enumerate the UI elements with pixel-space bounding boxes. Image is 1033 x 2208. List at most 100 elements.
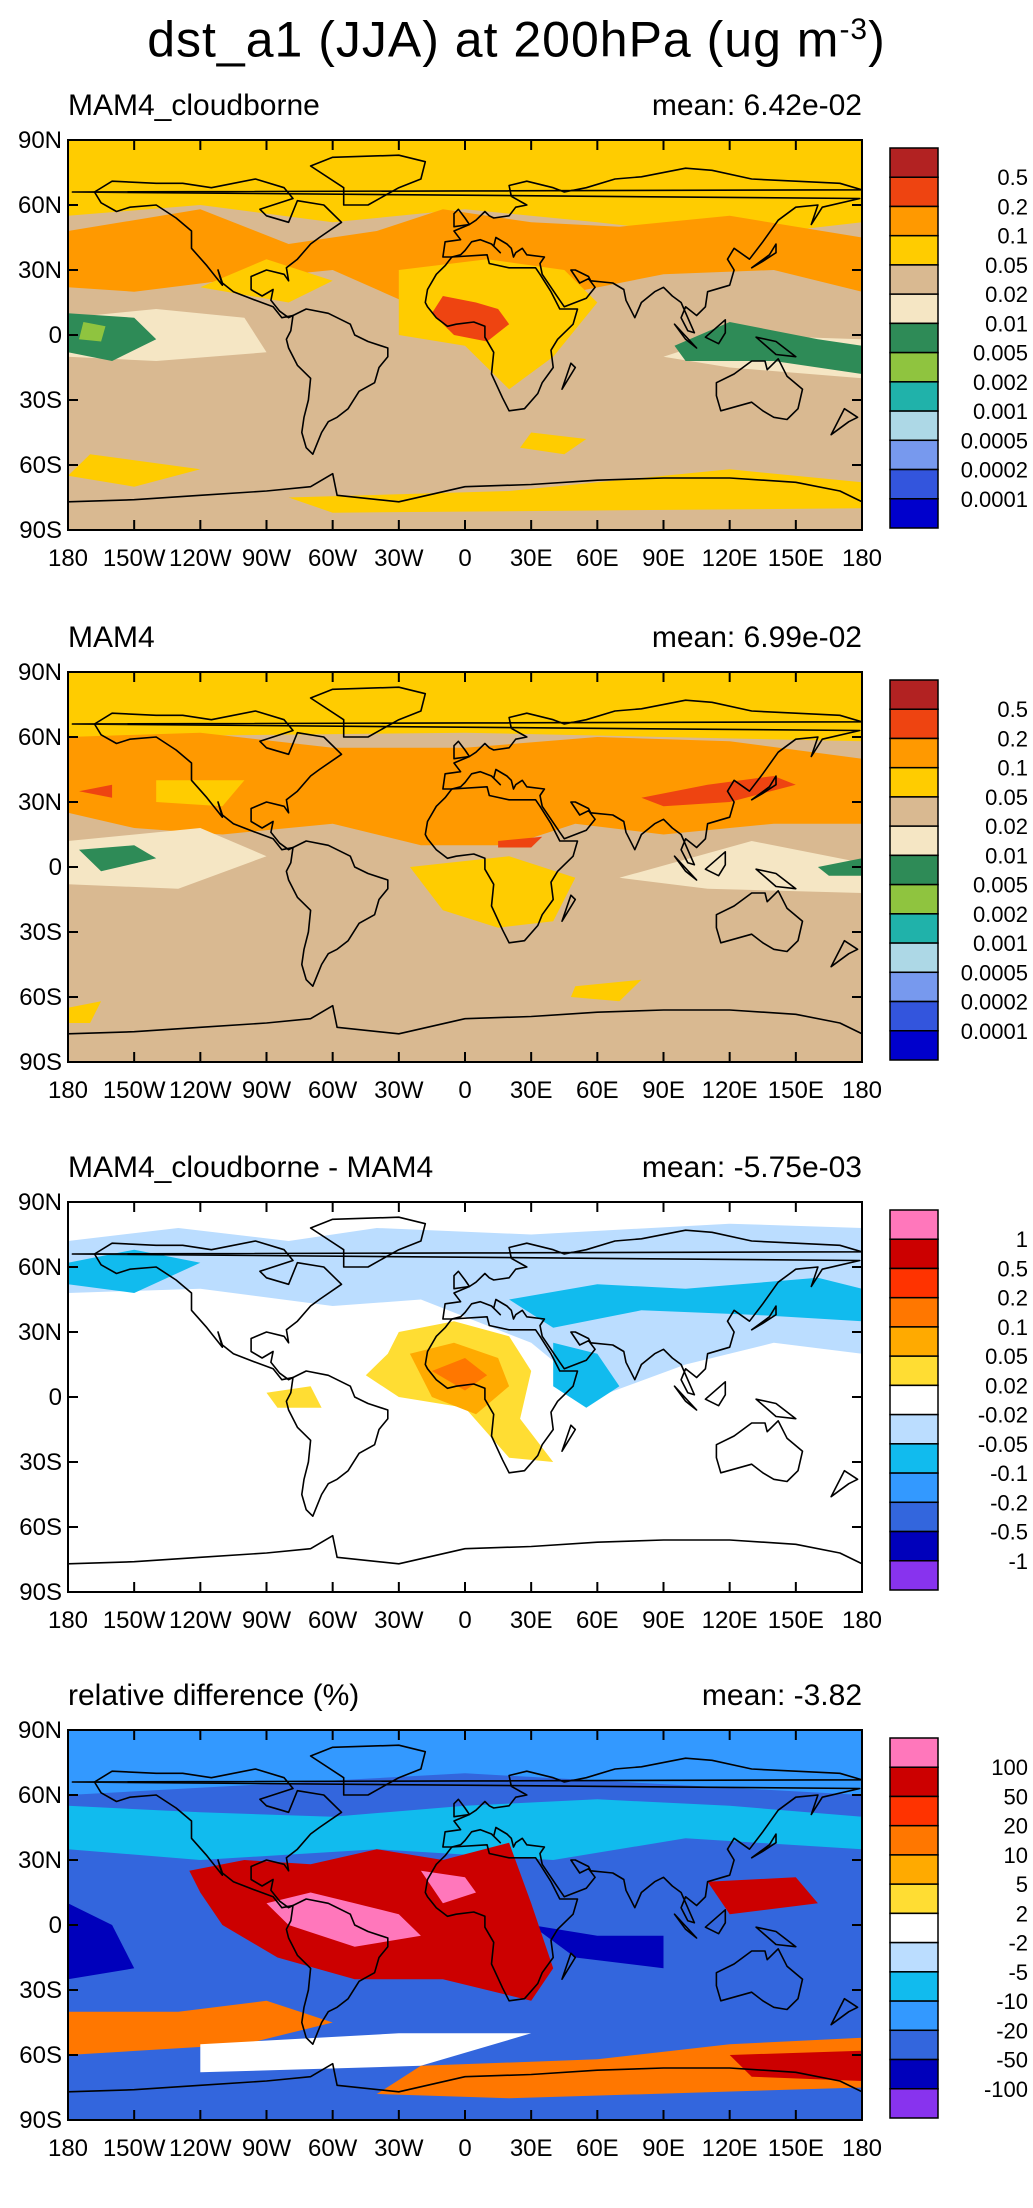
coastline — [750, 1305, 777, 1331]
colorbar-label: -0.1 — [990, 1461, 1028, 1486]
field-region — [79, 845, 157, 872]
coastline — [715, 358, 804, 421]
lon-label: 150W — [103, 1607, 166, 1634]
lon-label: 30E — [510, 1077, 553, 1104]
lon-label: 30W — [374, 1607, 424, 1634]
colorbar-swatch — [889, 883, 939, 915]
coastline — [309, 686, 427, 738]
panel-title: MAM4_cloudborne — [68, 89, 320, 122]
coastline — [704, 319, 727, 345]
lat-label: 90S — [19, 2107, 62, 2134]
coastline — [309, 1216, 427, 1268]
figure-title-exponent: -3 — [839, 13, 869, 46]
coastline — [68, 1534, 862, 1565]
coastline — [453, 740, 471, 760]
lat-label: 90N — [18, 659, 62, 686]
lon-label: 0 — [458, 545, 471, 572]
coastline — [673, 1913, 698, 1939]
colorbar-label: 0.005 — [973, 341, 1028, 366]
lon-label: 90E — [642, 545, 685, 572]
lat-label: 60S — [19, 2042, 62, 2069]
lon-label: 90W — [242, 2135, 292, 2162]
lon-label: 60W — [308, 1077, 358, 1104]
field-region — [156, 780, 245, 807]
coastline — [755, 1398, 797, 1420]
colorbar-label: 0.5 — [997, 1256, 1028, 1281]
panel-mean: mean: -5.75e-03 — [641, 1151, 862, 1184]
coastline — [755, 336, 797, 358]
coastline — [755, 1926, 797, 1948]
lon-label: 180 — [842, 1607, 882, 1634]
field-region — [619, 841, 862, 893]
field-region — [553, 1342, 620, 1408]
lon-label: 90E — [642, 1077, 685, 1104]
lon-label: 30E — [510, 1607, 553, 1634]
colorbar-swatch — [889, 1209, 939, 1240]
coastline — [309, 1744, 427, 1796]
lon-label: 60E — [576, 2135, 619, 2162]
field-region — [79, 322, 106, 342]
coastline — [285, 1370, 389, 1517]
coastline — [673, 323, 698, 349]
colorbar-label: 0.5 — [997, 165, 1028, 190]
colorbar-label: 0.5 — [997, 697, 1028, 722]
colorbar-label: 0.02 — [985, 814, 1028, 839]
colorbar-swatch — [889, 147, 939, 178]
colorbar-label: -50 — [996, 2048, 1028, 2073]
coastline — [93, 178, 343, 319]
colorbar-swatch — [889, 351, 939, 383]
colorbar-swatch — [889, 1766, 939, 1798]
colorbar-swatch — [889, 1443, 939, 1474]
colorbar-swatch — [889, 2058, 939, 2090]
colorbar-label: 0.005 — [973, 873, 1028, 898]
colorbar-swatch — [889, 1326, 939, 1357]
coastline — [285, 1898, 389, 2045]
colorbar-swatch — [889, 293, 939, 325]
coastline — [71, 167, 862, 334]
colorbar-swatch — [889, 708, 939, 740]
coastline — [561, 1424, 577, 1452]
figure-title-close: ) — [868, 11, 886, 68]
field-region — [68, 828, 267, 889]
colorbar-label: 0.001 — [973, 931, 1028, 956]
field-region — [431, 1358, 488, 1391]
panel-mean: mean: 6.99e-02 — [651, 621, 862, 654]
colorbar-swatch — [889, 737, 939, 769]
lon-label: 90W — [242, 545, 292, 572]
lon-label: 150E — [768, 2135, 824, 2162]
lat-label: 60S — [19, 452, 62, 479]
coastline — [453, 1798, 471, 1818]
coastline — [673, 855, 698, 881]
colorbar-label: 1 — [1016, 1227, 1028, 1252]
coastline — [704, 1909, 727, 1935]
panel-title: MAM4 — [68, 621, 155, 654]
lat-label: 90S — [19, 1579, 62, 1606]
lon-label: 180 — [48, 545, 88, 572]
lat-label: 30N — [18, 789, 62, 816]
colorbar-swatch — [889, 1795, 939, 1827]
lat-label: 0 — [49, 1912, 62, 1939]
coastline — [309, 154, 427, 206]
colorbar-label: 0.01 — [985, 311, 1028, 336]
lon-label: 180 — [842, 545, 882, 572]
coastline — [750, 243, 777, 269]
coastline — [830, 1997, 859, 2026]
coastlines — [68, 686, 862, 1035]
colorbar-label: 0.002 — [973, 902, 1028, 927]
colorbar-swatch — [889, 1971, 939, 2002]
field-region — [68, 672, 862, 742]
colorbar-swatch — [889, 1384, 939, 1416]
panel-mean: mean: 6.42e-02 — [651, 89, 862, 122]
panel-title: relative difference (%) — [68, 1679, 360, 1712]
colorbar-swatch — [889, 2000, 939, 2032]
coastline — [561, 362, 577, 390]
lat-label: 0 — [49, 322, 62, 349]
lat-label: 90N — [18, 127, 62, 154]
lon-label: 30W — [374, 545, 424, 572]
lon-label: 120E — [702, 1077, 758, 1104]
colorbar-swatch — [889, 468, 939, 500]
lon-label: 180 — [842, 1077, 882, 1104]
lon-label: 0 — [458, 1077, 471, 1104]
colorbar-swatch — [889, 942, 939, 974]
